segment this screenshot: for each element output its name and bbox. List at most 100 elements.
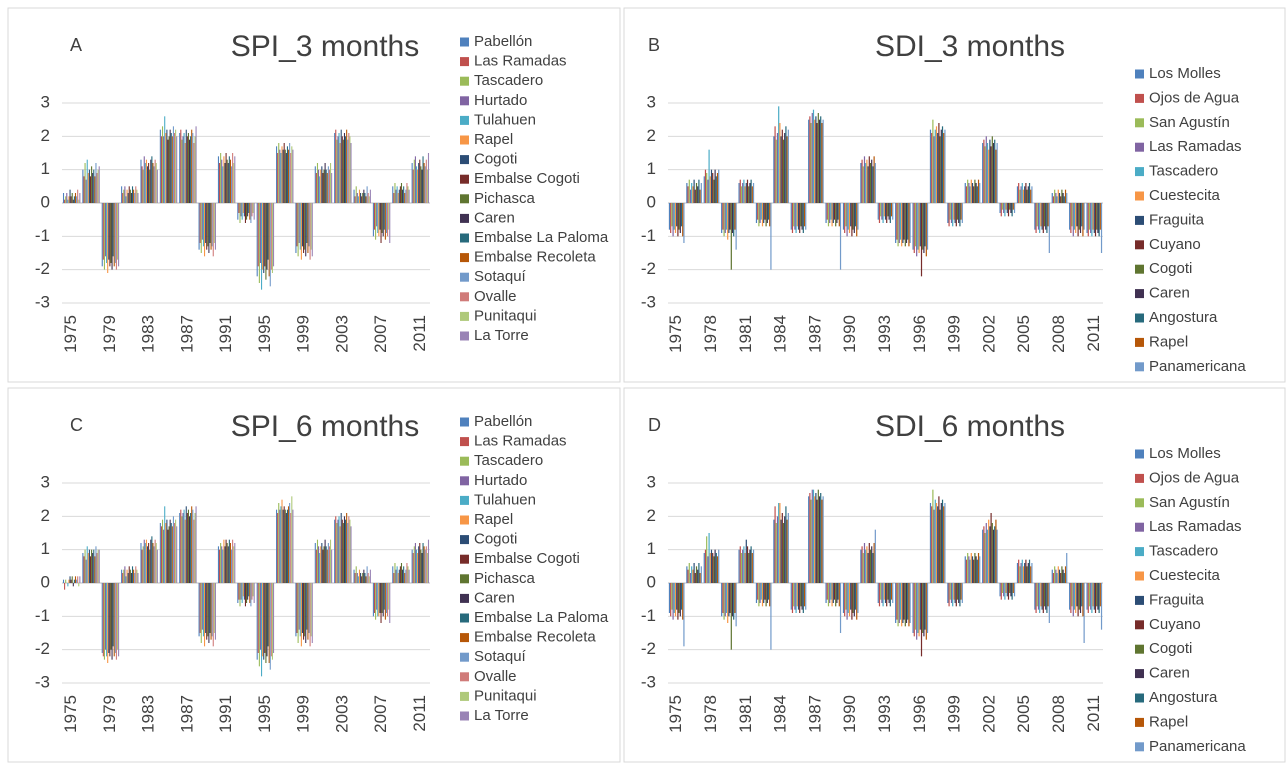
bar <box>316 163 319 203</box>
bar <box>778 106 780 203</box>
bar <box>310 583 312 637</box>
bar <box>713 179 715 203</box>
bar <box>66 193 68 203</box>
bar <box>716 173 719 203</box>
bar <box>839 203 842 270</box>
bar <box>104 203 107 257</box>
bar <box>760 583 762 600</box>
bar <box>140 543 142 583</box>
legend-swatch <box>1135 644 1144 654</box>
bar <box>89 176 92 203</box>
legend-label: Pichasca <box>474 190 536 207</box>
bar <box>303 203 305 253</box>
legend-swatch <box>460 417 469 427</box>
bar <box>996 143 998 203</box>
bar <box>336 523 338 583</box>
bar <box>955 203 957 227</box>
bar <box>794 203 796 230</box>
bar <box>830 583 832 600</box>
bar <box>282 509 284 583</box>
bar <box>668 203 671 230</box>
bar <box>184 143 186 203</box>
bar <box>770 583 772 650</box>
bar <box>220 543 222 583</box>
x-tick-label: 1996 <box>910 695 929 733</box>
bar <box>877 203 879 220</box>
bar <box>913 583 915 637</box>
bar <box>923 583 925 637</box>
bar <box>931 506 933 583</box>
legend-swatch <box>460 155 469 165</box>
bar <box>896 583 898 620</box>
legend-swatch <box>1135 118 1144 128</box>
bar <box>935 503 938 583</box>
bar <box>365 196 367 203</box>
bar <box>116 583 119 650</box>
legend-swatch <box>1135 142 1144 152</box>
y-tick-label: 1 <box>41 539 50 558</box>
bar <box>188 516 191 583</box>
bar <box>298 583 300 630</box>
y-tick-label: -2 <box>35 639 50 658</box>
bar <box>1072 583 1074 617</box>
bar <box>230 166 233 203</box>
bar <box>944 503 946 583</box>
bar <box>133 569 135 583</box>
legend-label: Panamericana <box>1149 358 1246 375</box>
bar <box>161 126 164 203</box>
bar <box>816 123 818 203</box>
bar <box>889 203 891 223</box>
bar <box>167 139 169 203</box>
bar <box>1048 203 1050 253</box>
bar <box>121 569 123 583</box>
bar <box>749 549 751 583</box>
bar <box>1021 183 1023 203</box>
bar <box>700 183 702 203</box>
bar <box>1011 583 1013 600</box>
bar <box>67 199 69 203</box>
bar <box>366 186 368 203</box>
bar <box>744 186 746 203</box>
bar <box>226 159 228 203</box>
legend-swatch <box>1135 240 1144 250</box>
bar <box>307 583 309 640</box>
bar <box>246 203 248 220</box>
bar <box>207 583 209 637</box>
bar <box>821 499 823 583</box>
bar <box>961 203 963 223</box>
bar <box>1076 583 1078 607</box>
legend-swatch <box>1135 215 1144 225</box>
legend-swatch <box>1135 669 1144 679</box>
bar <box>730 583 732 650</box>
bar <box>137 573 139 583</box>
bar <box>128 186 130 203</box>
bar <box>211 203 213 247</box>
bar <box>898 583 900 623</box>
bar <box>271 203 273 273</box>
bar <box>713 556 715 583</box>
bar <box>232 153 234 203</box>
bar <box>141 166 143 203</box>
bar <box>212 583 214 647</box>
bar <box>743 546 745 583</box>
legend-swatch <box>1135 693 1144 703</box>
bar <box>818 496 821 583</box>
bar <box>785 126 787 203</box>
y-tick-label: 2 <box>41 506 50 525</box>
bar <box>179 133 181 203</box>
legend-swatch <box>460 76 469 86</box>
bar <box>140 159 142 203</box>
legend-label: Embalse La Paloma <box>474 229 609 246</box>
bar <box>776 133 779 203</box>
bar <box>364 573 366 583</box>
y-tick-label: -2 <box>641 259 656 278</box>
bar <box>323 169 325 203</box>
bar <box>1024 563 1026 583</box>
bar <box>266 583 268 657</box>
bar <box>1077 203 1079 237</box>
bar <box>251 583 253 600</box>
bar <box>135 186 137 203</box>
bar <box>399 566 401 583</box>
bar <box>310 203 312 250</box>
bar <box>242 203 244 213</box>
